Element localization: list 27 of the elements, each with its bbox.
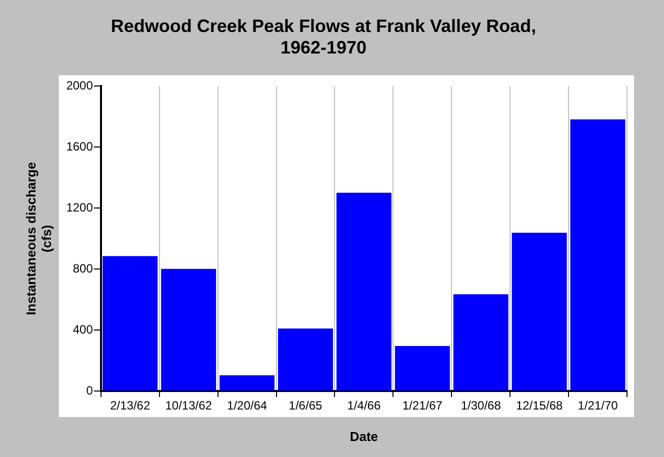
x-tick-label: 1/21/70 <box>578 398 618 413</box>
bar <box>161 268 216 390</box>
bar <box>278 328 333 390</box>
x-tick-label: 10/13/62 <box>165 398 212 413</box>
x-tick-label: 1/20/64 <box>227 398 268 413</box>
y-tick-label: 800 <box>72 261 94 276</box>
x-tick-label: 1/4/66 <box>347 398 381 413</box>
y-tick-label: 2000 <box>66 78 94 93</box>
y-tick-label: 1200 <box>66 200 94 214</box>
y-tick-label: 0 <box>86 383 94 398</box>
chart-title: Redwood Creek Peak Flows at Frank Valley Road, 1962-1970 <box>110 16 536 58</box>
x-tick-label: 1/30/68 <box>460 398 502 413</box>
x-tick-label: 1/21/67 <box>402 398 443 413</box>
bar <box>394 346 450 390</box>
bar <box>453 294 508 390</box>
bar <box>102 256 158 390</box>
bar <box>220 375 275 390</box>
bar <box>570 119 626 390</box>
x-axis-title: Date <box>350 428 378 444</box>
y-tick-label: 1600 <box>66 139 94 154</box>
x-tick-label: 12/15/68 <box>516 398 563 413</box>
y-tick-label: 400 <box>72 322 94 336</box>
y-axis-title: Instantaneous discharge (cfs) <box>23 162 54 316</box>
bar <box>512 232 567 390</box>
x-tick-label: 1/6/65 <box>288 398 322 413</box>
bar <box>336 192 392 390</box>
x-tick-label: 2/13/62 <box>110 398 150 413</box>
